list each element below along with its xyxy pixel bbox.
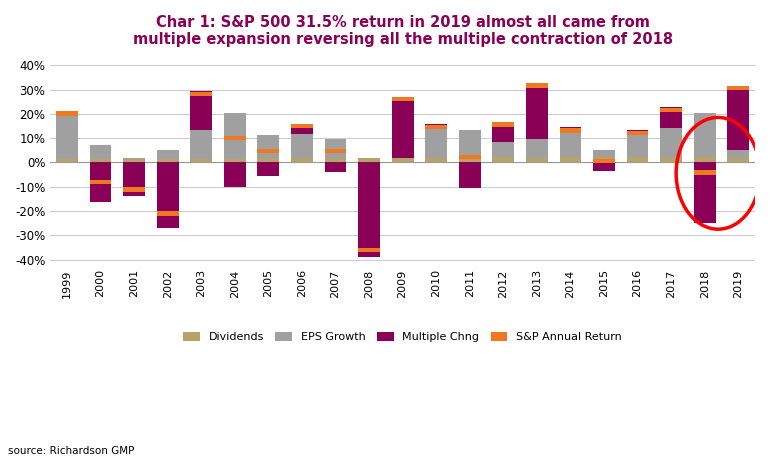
Bar: [425, 158, 447, 162]
Bar: [627, 133, 648, 157]
Bar: [56, 159, 78, 162]
Bar: [425, 126, 447, 158]
Bar: [190, 92, 213, 96]
Bar: [190, 91, 213, 129]
Bar: [224, 162, 246, 187]
Bar: [56, 112, 78, 115]
Bar: [694, 170, 715, 174]
Bar: [89, 145, 112, 159]
Bar: [157, 162, 179, 228]
Bar: [257, 149, 280, 153]
Bar: [459, 155, 480, 159]
Bar: [157, 212, 179, 216]
Bar: [358, 248, 380, 252]
Bar: [123, 187, 145, 191]
Bar: [89, 159, 112, 162]
Bar: [325, 139, 346, 158]
Bar: [123, 159, 145, 162]
Bar: [459, 130, 480, 157]
Bar: [425, 125, 447, 129]
Bar: [123, 157, 145, 159]
Title: Char 1: S&P 500 31.5% return in 2019 almost all came from
multiple expansion rev: Char 1: S&P 500 31.5% return in 2019 alm…: [132, 15, 673, 47]
Bar: [526, 84, 547, 140]
Bar: [291, 158, 313, 162]
Text: source: Richardson GMP: source: Richardson GMP: [8, 447, 134, 456]
Bar: [492, 122, 514, 127]
Bar: [660, 108, 682, 112]
Bar: [56, 112, 78, 116]
Bar: [728, 86, 749, 90]
Bar: [492, 157, 514, 162]
Bar: [593, 159, 615, 163]
Bar: [257, 158, 280, 162]
Bar: [492, 122, 514, 142]
Bar: [157, 150, 179, 159]
Bar: [123, 162, 145, 196]
Bar: [325, 162, 346, 172]
Bar: [224, 136, 246, 140]
Bar: [560, 129, 581, 133]
Bar: [257, 162, 280, 176]
Bar: [392, 157, 413, 162]
Bar: [560, 157, 581, 162]
Bar: [459, 162, 480, 188]
Bar: [89, 162, 112, 202]
Bar: [425, 124, 447, 126]
Bar: [392, 97, 413, 101]
Bar: [593, 162, 615, 171]
Bar: [190, 129, 213, 159]
Bar: [627, 157, 648, 162]
Bar: [627, 131, 648, 135]
Bar: [560, 127, 581, 128]
Bar: [358, 162, 380, 257]
Bar: [526, 157, 547, 162]
Bar: [224, 112, 246, 159]
Bar: [190, 159, 213, 162]
Bar: [224, 159, 246, 162]
Bar: [291, 123, 313, 128]
Bar: [56, 115, 78, 159]
Bar: [694, 162, 715, 223]
Bar: [459, 157, 480, 162]
Bar: [660, 157, 682, 162]
Bar: [157, 159, 179, 162]
Bar: [492, 142, 514, 157]
Bar: [526, 140, 547, 157]
Bar: [392, 97, 413, 157]
Bar: [728, 86, 749, 150]
Bar: [694, 113, 715, 157]
Bar: [728, 150, 749, 157]
Bar: [660, 129, 682, 157]
Bar: [660, 106, 682, 129]
Bar: [257, 135, 280, 158]
Bar: [291, 134, 313, 158]
Bar: [325, 158, 346, 162]
Bar: [358, 157, 380, 162]
Bar: [526, 84, 547, 88]
Bar: [728, 157, 749, 162]
Legend: Dividends, EPS Growth, Multiple Chng, S&P Annual Return: Dividends, EPS Growth, Multiple Chng, S&…: [179, 328, 626, 347]
Bar: [694, 157, 715, 162]
Bar: [593, 157, 615, 162]
Bar: [89, 180, 112, 184]
Bar: [560, 128, 581, 157]
Bar: [627, 130, 648, 133]
Bar: [291, 126, 313, 134]
Bar: [593, 150, 615, 157]
Bar: [325, 149, 346, 153]
